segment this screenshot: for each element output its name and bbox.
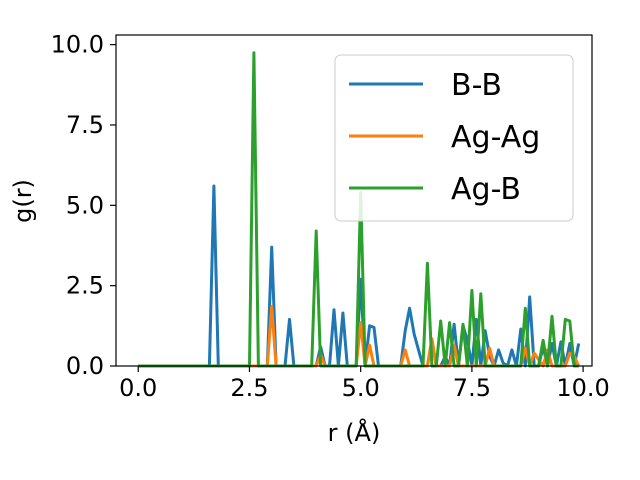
legend-label-ag-b: Ag-B [451, 172, 521, 207]
x-tick-label: 0.0 [119, 374, 157, 402]
x-tick-label: 2.5 [230, 374, 268, 402]
x-tick-label: 7.5 [453, 374, 491, 402]
y-tick-label: 10.0 [51, 31, 104, 59]
x-tick-label: 5.0 [342, 374, 380, 402]
y-tick-label: 7.5 [66, 111, 104, 139]
legend: B-B Ag-Ag Ag-B [334, 54, 574, 222]
plot-area-frame [115, 34, 593, 367]
y-axis-label: g(r) [9, 179, 37, 223]
y-axis-ticks: 0.0 2.5 5.0 7.5 10.0 [51, 31, 116, 380]
x-axis-label: r (Å) [328, 418, 381, 447]
y-tick-label: 5.0 [66, 191, 104, 219]
x-tick-label: 10.0 [556, 374, 609, 402]
legend-label-b-b: B-B [451, 68, 502, 103]
legend-box [334, 54, 574, 222]
legend-label-ag-ag: Ag-Ag [451, 120, 540, 155]
y-tick-label: 0.0 [66, 352, 104, 380]
y-tick-label: 2.5 [66, 272, 104, 300]
x-axis-ticks: 0.0 2.5 5.0 7.5 10.0 [119, 366, 610, 402]
